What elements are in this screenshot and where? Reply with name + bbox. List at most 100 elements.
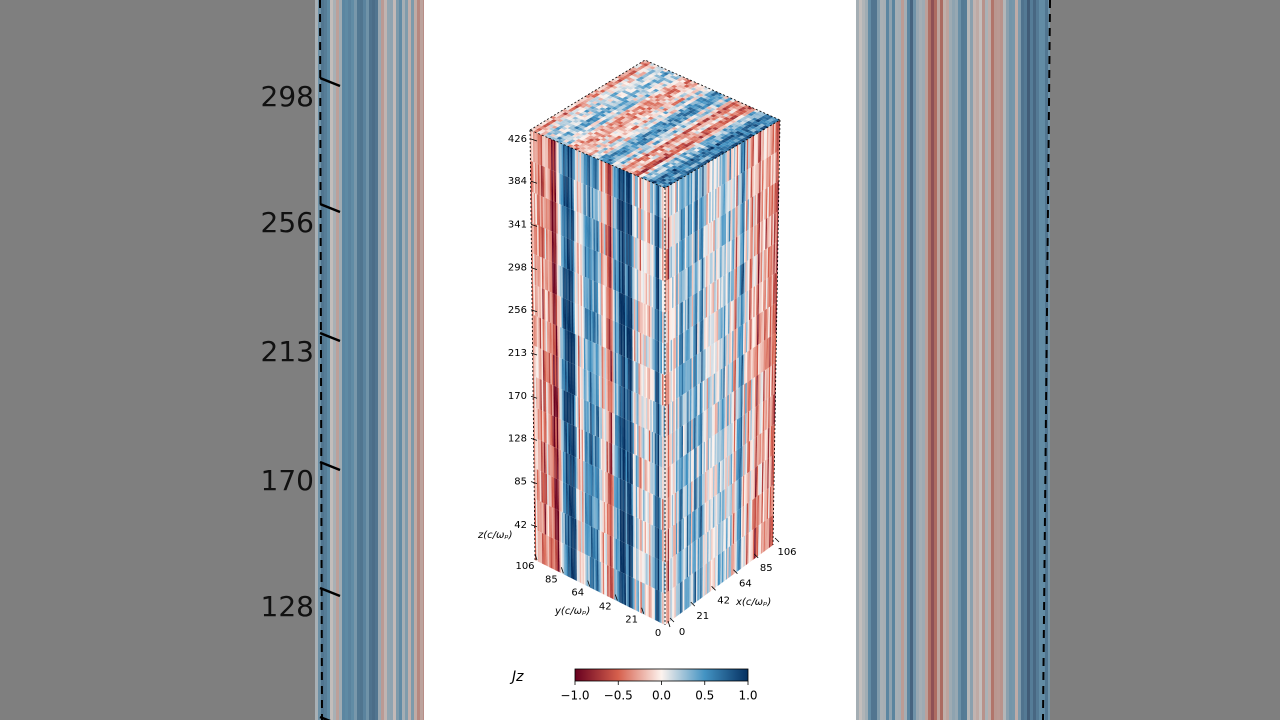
texture xyxy=(636,63,643,67)
texture xyxy=(660,77,667,81)
texture xyxy=(633,236,636,269)
texture xyxy=(641,113,648,117)
texture xyxy=(546,259,549,291)
texture xyxy=(677,210,680,243)
texture xyxy=(667,278,670,312)
texture xyxy=(1015,0,1018,720)
texture xyxy=(600,155,607,159)
texture xyxy=(674,399,677,432)
texture xyxy=(727,124,734,129)
texture xyxy=(644,136,651,140)
texture xyxy=(767,115,774,119)
texture xyxy=(696,84,703,88)
texture xyxy=(617,260,619,293)
colorbar-tick-label: −1.0 xyxy=(560,689,589,703)
texture xyxy=(700,165,703,198)
texture xyxy=(713,219,715,252)
texture xyxy=(621,132,629,136)
texture xyxy=(572,240,575,273)
texture xyxy=(581,429,584,461)
texture xyxy=(661,125,668,129)
texture xyxy=(646,127,653,132)
texture xyxy=(740,106,747,110)
texture xyxy=(613,161,621,165)
texture xyxy=(626,295,628,328)
texture xyxy=(668,107,675,111)
texture xyxy=(734,176,737,208)
texture xyxy=(745,261,747,293)
texture xyxy=(722,110,729,114)
texture xyxy=(728,107,735,111)
texture xyxy=(646,553,648,586)
texture xyxy=(952,0,955,720)
texture xyxy=(321,0,324,720)
texture xyxy=(570,127,578,132)
texture xyxy=(747,133,755,137)
texture xyxy=(535,499,538,531)
texture xyxy=(570,362,573,395)
texture xyxy=(552,128,559,133)
texture xyxy=(546,135,554,139)
texture xyxy=(726,517,728,550)
texture xyxy=(642,240,645,273)
texture xyxy=(670,464,672,497)
texture xyxy=(726,181,728,213)
texture xyxy=(605,128,612,132)
texture xyxy=(667,163,674,168)
texture xyxy=(760,372,763,404)
texture xyxy=(657,465,660,498)
texture xyxy=(539,286,541,319)
texture xyxy=(722,244,725,277)
texture xyxy=(609,114,616,119)
texture xyxy=(632,515,635,548)
texture xyxy=(740,325,742,357)
texture xyxy=(611,350,614,383)
texture xyxy=(586,524,589,556)
texture xyxy=(694,262,697,295)
texture xyxy=(642,84,649,88)
texture xyxy=(689,98,696,103)
texture xyxy=(649,150,657,154)
texture xyxy=(696,168,699,201)
texture xyxy=(354,0,357,720)
texture xyxy=(671,400,674,434)
texture xyxy=(336,0,339,720)
texture xyxy=(615,569,618,602)
texture xyxy=(678,365,681,398)
texture xyxy=(672,154,679,158)
texture xyxy=(620,161,627,165)
texture xyxy=(569,136,576,140)
texture xyxy=(588,99,595,103)
texture xyxy=(546,137,549,169)
texture xyxy=(703,226,705,258)
texture xyxy=(623,263,625,295)
texture xyxy=(575,118,582,122)
texture xyxy=(681,149,688,153)
texture xyxy=(662,69,669,73)
texture xyxy=(561,327,564,360)
texture xyxy=(731,361,734,393)
texture xyxy=(712,312,715,345)
texture xyxy=(655,66,662,70)
texture xyxy=(712,374,714,406)
texture xyxy=(741,354,744,387)
texture xyxy=(675,113,682,118)
texture xyxy=(761,220,763,253)
texture xyxy=(589,494,591,527)
texture xyxy=(751,408,754,440)
texture xyxy=(686,160,693,164)
texture xyxy=(606,379,608,411)
texture xyxy=(606,155,613,159)
texture xyxy=(589,556,592,589)
texture xyxy=(664,85,672,89)
texture xyxy=(762,189,765,221)
texture xyxy=(710,344,713,376)
texture xyxy=(661,104,668,108)
texture xyxy=(625,136,632,141)
texture xyxy=(667,122,674,126)
texture xyxy=(673,122,680,126)
texture xyxy=(674,128,681,132)
texture xyxy=(735,134,742,138)
texture xyxy=(727,142,734,146)
texture xyxy=(716,152,723,156)
